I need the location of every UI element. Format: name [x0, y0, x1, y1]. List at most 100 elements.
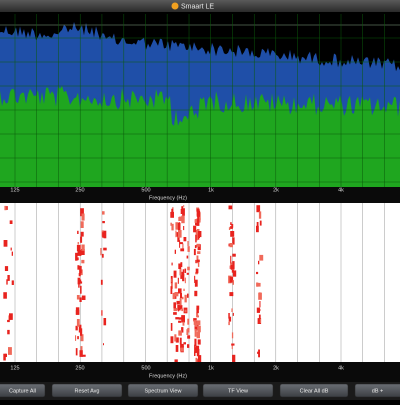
spectrograph-speckle [81, 295, 86, 300]
spectrograph-speckle [75, 252, 78, 261]
spectrograph-speckle [177, 277, 179, 284]
spectrograph-speckle [181, 296, 184, 300]
toolbar-button[interactable] [0, 383, 46, 398]
button-label[interactable]: Clear All dB [300, 388, 329, 394]
spectrograph-speckle [181, 215, 185, 224]
spectrograph-speckle [197, 325, 201, 333]
spectrograph-speckle [180, 262, 183, 268]
spectrograph-speckle [77, 336, 79, 340]
spectrograph-speckle [170, 211, 174, 218]
spectrograph-speckle [102, 211, 105, 215]
spectrograph-speckle [177, 222, 181, 231]
spectrograph-speckle [179, 337, 182, 345]
spectrograph-speckle [4, 205, 7, 211]
spectrograph-speckle [186, 255, 189, 259]
spectrograph-speckle [232, 312, 234, 316]
spectrograph-speckle [176, 300, 181, 305]
spectrograph-speckle [173, 302, 176, 309]
spectrograph-speckle [79, 350, 83, 357]
spectrograph-speckle [75, 307, 80, 315]
spectrograph-speckle [77, 250, 82, 256]
spectrograph-speckle [194, 290, 198, 297]
spectrograph-speckle [231, 343, 233, 350]
spectrograph-speckle [181, 315, 185, 323]
spectrograph-speckle [11, 280, 14, 285]
spectrograph-speckle [173, 312, 177, 315]
spectrograph-speckle [194, 245, 197, 249]
spectrograph-speckle [181, 206, 183, 211]
toolbar-button[interactable] [279, 383, 349, 398]
spectrograph-speckle [194, 328, 197, 337]
spectrograph-speckle [179, 305, 183, 310]
spectrograph-speckle [175, 222, 179, 230]
spectrograph-speckle [228, 205, 233, 210]
spectrograph-speckle [77, 242, 79, 245]
spectrograph-speckle [229, 243, 233, 248]
spectrograph-speckle [183, 205, 185, 208]
spectrograph-speckle [176, 232, 178, 237]
spectrograph-speckle [193, 225, 197, 233]
spectrograph-speckle [181, 308, 183, 312]
button-label[interactable]: Capture All [9, 388, 36, 394]
spectrograph-speckle [80, 231, 84, 237]
spectrograph-speckle [103, 343, 104, 346]
spectrograph-speckle [172, 293, 176, 300]
spectrograph-speckle [9, 220, 13, 224]
spectrograph-speckle [229, 276, 234, 283]
spectrograph-speckle [259, 301, 261, 308]
button-label[interactable]: TF View [228, 388, 248, 394]
spectrograph-speckle [183, 288, 185, 291]
toolbar-button[interactable] [202, 383, 274, 398]
spectrograph-speckle [170, 222, 172, 226]
button-label[interactable]: Reset Avg [75, 388, 100, 394]
spectrograph-speckle [183, 237, 187, 242]
spectrograph-speckle [179, 297, 182, 306]
spectrograph-speckle [174, 292, 179, 297]
spectrograph-speckle [180, 248, 185, 252]
spectrograph-speckle [180, 293, 182, 299]
spectrograph-speckle [187, 266, 190, 271]
spectrograph-speckle [80, 208, 84, 217]
spectrograph-speckle [229, 292, 234, 297]
spectrograph-speckle [196, 229, 200, 232]
spectrograph-speckle [256, 282, 259, 287]
spectrograph-speckle [256, 205, 261, 213]
spectrograph-speckle [228, 321, 230, 326]
spectrograph-speckle [196, 308, 199, 314]
button-label[interactable]: dB + [372, 388, 383, 394]
frequency-label: 1k [208, 187, 214, 193]
spectrograph-speckle [178, 230, 182, 238]
button-label[interactable]: Spectrum View [145, 388, 182, 394]
spectrograph-speckle [196, 320, 201, 325]
frequency-label: 2k [273, 365, 279, 371]
spectrograph-speckle [80, 334, 84, 342]
spectrograph-speckle [171, 262, 173, 266]
average-trace [0, 86, 400, 187]
spectrograph-speckle [101, 310, 103, 316]
frequency-label: 250 [75, 187, 84, 193]
spectrograph-speckle [182, 273, 185, 282]
spectrograph-speckle [195, 279, 198, 287]
spectrograph-speckle [186, 272, 189, 275]
spectrograph-speckle [186, 329, 189, 335]
spectrograph-speckle [170, 336, 174, 344]
frequency-label: 125 [10, 187, 19, 193]
spectrograph-speckle [228, 243, 230, 247]
spectrograph-speckle [102, 232, 104, 238]
spectrograph-speckle [179, 242, 183, 245]
spectrograph-speckle [174, 334, 177, 342]
spectrograph-speckle [77, 230, 79, 234]
toolbar-button[interactable] [354, 383, 400, 398]
spectrograph-speckle [195, 234, 197, 243]
spectrograph-speckle [79, 279, 82, 282]
toolbar-button[interactable] [51, 383, 123, 398]
spectrograph-speckle [81, 213, 85, 221]
spectrograph-speckle [257, 351, 260, 354]
toolbar-button[interactable] [127, 383, 199, 398]
spectrograph-axis-label: Frequency (Hz) [149, 373, 187, 379]
title-bar [0, 0, 400, 12]
spectrograph-speckle [231, 224, 234, 228]
spectrograph-speckle [197, 315, 199, 318]
spectrograph-speckle [187, 318, 190, 325]
